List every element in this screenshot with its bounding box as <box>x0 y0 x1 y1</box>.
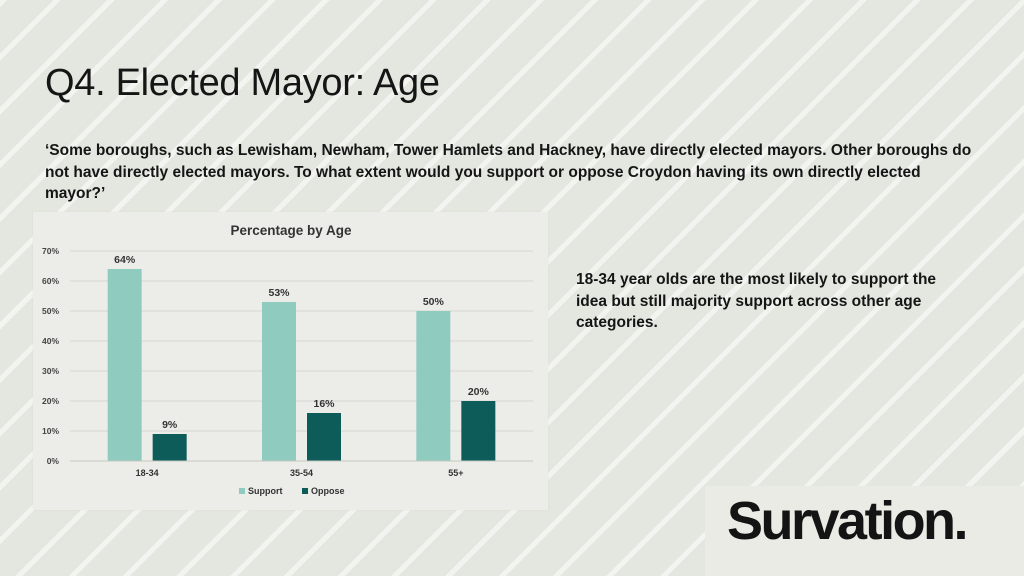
x-tick-label: 18-34 <box>136 468 159 478</box>
legend-label-oppose: Oppose <box>311 486 345 496</box>
bar-support <box>416 311 451 461</box>
legend-swatch-oppose <box>302 488 308 494</box>
x-tick-label: 55+ <box>448 468 463 478</box>
slide-title: Q4. Elected Mayor: Age <box>45 62 440 104</box>
bar-support <box>107 269 142 461</box>
y-tick-label: 70% <box>42 246 59 256</box>
y-tick-label: 60% <box>42 276 59 286</box>
insight-text: 18-34 year olds are the most likely to s… <box>576 271 937 331</box>
bar-oppose <box>152 434 187 461</box>
chart-title: Percentage by Age <box>230 223 352 238</box>
y-tick-label: 40% <box>42 336 59 346</box>
y-tick-label: 10% <box>42 426 59 436</box>
data-label: 50% <box>423 296 445 308</box>
chart-panel: Percentage by Age 0% 10% 20% 30% 40% 50% 60% 70%… <box>33 212 548 510</box>
x-tick-label: 35-54 <box>290 468 313 478</box>
legend-swatch-support <box>239 488 245 494</box>
bar-oppose <box>307 413 341 461</box>
logo-background <box>705 486 1024 576</box>
y-tick-label: 50% <box>42 306 59 316</box>
bar-support <box>262 302 296 461</box>
data-label: 64% <box>114 254 136 266</box>
y-tick-label: 0% <box>47 456 60 466</box>
y-tick-label: 20% <box>42 396 59 406</box>
data-label: 16% <box>313 398 335 410</box>
data-label: 20% <box>468 386 490 398</box>
survey-question: ‘Some boroughs, such as Lewisham, Newham… <box>45 142 972 202</box>
bar-chart: Percentage by Age 0% 10% 20% 30% 40% 50% 60% 70%… <box>42 223 533 496</box>
y-tick-label: 30% <box>42 366 59 376</box>
legend-label-support: Support <box>248 486 283 496</box>
data-label: 9% <box>162 419 178 431</box>
data-label: 53% <box>268 287 290 299</box>
survation-logo: Survation. <box>727 491 969 551</box>
bar-oppose <box>461 401 496 461</box>
